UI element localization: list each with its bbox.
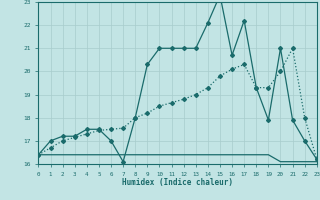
X-axis label: Humidex (Indice chaleur): Humidex (Indice chaleur) (122, 178, 233, 187)
